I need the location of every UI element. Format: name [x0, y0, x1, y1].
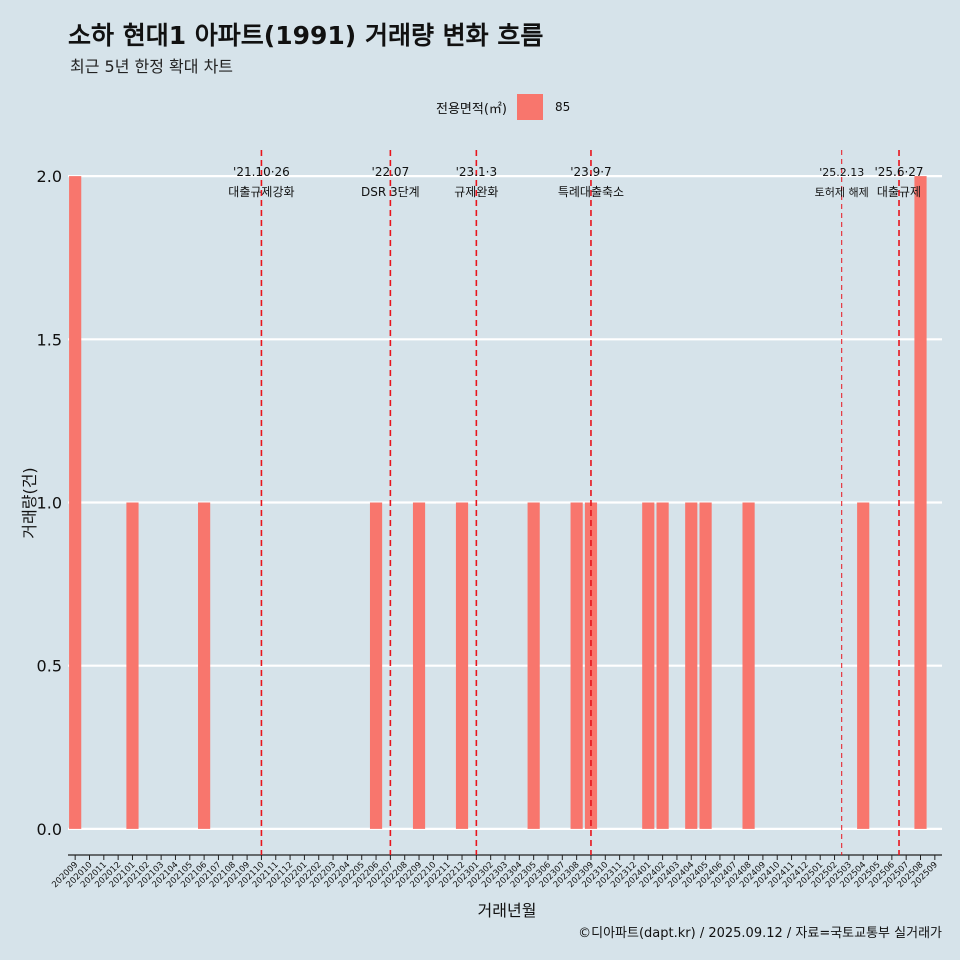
event-label-4: 특례대출축소 — [558, 185, 624, 199]
source-caption: ©디아파트(dapt.kr) / 2025.09.12 / 자료=국토교통부 실… — [578, 926, 942, 941]
bar-202101 — [126, 502, 139, 829]
chart-title: 소하 현대1 아파트(1991) 거래량 변화 흐름 — [68, 21, 544, 50]
bar-202212 — [455, 502, 469, 829]
event-date-5: '25.2.13 — [819, 166, 864, 179]
event-label-1: 대출규제강화 — [228, 185, 294, 199]
y-tick-label: 0.0 — [37, 820, 62, 839]
y-tick-label: 0.5 — [37, 657, 62, 676]
y-axis-label: 거래량(건) — [20, 467, 39, 539]
bar-202404 — [685, 502, 698, 829]
y-tick-label: 2.0 — [37, 167, 62, 186]
legend-title: 전용면적(㎡) — [436, 101, 507, 117]
event-label-3: 규제완화 — [454, 185, 498, 199]
bar-202209 — [412, 502, 426, 829]
bar-202508 — [914, 176, 927, 829]
y-tick-label: 1.0 — [37, 494, 62, 513]
event-date-3: '23.1·3 — [456, 165, 497, 179]
legend: 전용면적(㎡) 85 — [436, 94, 570, 120]
y-tick-label: 1.5 — [37, 330, 62, 349]
x-axis-label: 거래년월 — [477, 901, 537, 920]
bar-202308 — [570, 502, 583, 829]
event-date-2: '22.07 — [372, 165, 410, 179]
bar-202206 — [369, 502, 383, 829]
bar-202106 — [198, 502, 211, 829]
bar-202401 — [642, 502, 655, 829]
legend-label-85: 85 — [554, 100, 571, 114]
bar-202009 — [69, 176, 82, 829]
legend-key-85 — [516, 94, 543, 120]
chart-subtitle: 최근 5년 한정 확대 차트 — [70, 57, 234, 76]
event-label-5: 토허제 해제 — [815, 185, 869, 199]
bar-202408 — [742, 502, 755, 829]
bar-202402 — [656, 502, 669, 829]
event-date-1: '21.10·26 — [233, 165, 290, 179]
event-date-6: '25.6·27 — [874, 165, 923, 179]
event-date-4: '23.9·7 — [570, 165, 611, 179]
bar-202504 — [857, 502, 870, 829]
bar-202405 — [699, 502, 712, 829]
event-label-6: 대출규제 — [877, 185, 921, 199]
event-label-2: DSR 3단계 — [361, 185, 420, 199]
bar-202305 — [527, 502, 540, 829]
